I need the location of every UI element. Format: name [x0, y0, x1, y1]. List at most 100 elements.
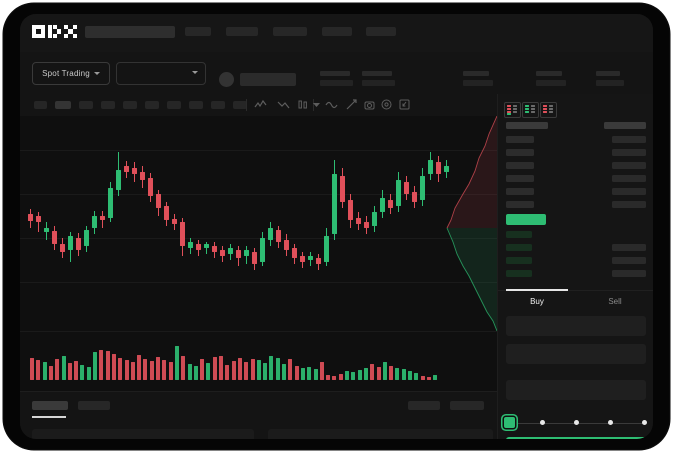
volume-bar-59 — [401, 369, 406, 380]
volume-bar-52 — [357, 370, 362, 380]
bottom-action-1[interactable] — [450, 401, 484, 410]
bid-row-0[interactable] — [506, 231, 532, 238]
orderbook-header-left[interactable] — [506, 122, 548, 129]
wave-icon[interactable] — [325, 98, 338, 111]
ask-row-2[interactable] — [506, 162, 534, 169]
candle-body — [372, 212, 377, 226]
settings-icon[interactable] — [380, 98, 393, 111]
ask-size-4[interactable] — [612, 188, 646, 195]
orderbook-icon-line — [507, 111, 511, 113]
slider-step-2[interactable] — [574, 420, 579, 425]
candle-body — [300, 256, 305, 262]
order-field-0[interactable] — [506, 316, 646, 336]
orderbook-both-icon[interactable] — [504, 102, 521, 118]
tab-sell[interactable]: Sell — [608, 297, 622, 306]
candle-29 — [260, 116, 265, 331]
order-field-2[interactable] — [506, 380, 646, 400]
timeframe-2[interactable] — [79, 101, 93, 109]
bottom-action-0[interactable] — [408, 401, 440, 410]
candle-body — [268, 228, 273, 240]
slider-step-1[interactable] — [540, 420, 545, 425]
bottom-panel — [20, 391, 497, 439]
candlestick-chart[interactable] — [20, 116, 497, 331]
timeframe-8[interactable] — [211, 101, 225, 109]
slider-step-4[interactable] — [642, 420, 647, 425]
candle-51 — [436, 116, 441, 331]
orderbook-last-price[interactable] — [506, 214, 546, 225]
volume-bar-2 — [42, 362, 47, 380]
timeframe-4[interactable] — [123, 101, 137, 109]
bottom-tab-0[interactable] — [32, 401, 68, 410]
nav-item-2[interactable] — [273, 27, 307, 36]
ask-size-3[interactable] — [612, 175, 646, 182]
chevron-down-icon[interactable] — [310, 98, 323, 111]
timeframe-7[interactable] — [189, 101, 203, 109]
ask-size-2[interactable] — [612, 162, 646, 169]
candle-body — [420, 176, 425, 200]
candle-body — [108, 188, 113, 218]
orderbook-header-right[interactable] — [604, 122, 646, 129]
volume-bar-20 — [156, 357, 160, 380]
orderbook-icon-line — [513, 105, 517, 107]
bid-row-2[interactable] — [506, 257, 532, 264]
stat-4 — [596, 71, 624, 86]
volume-bar-10 — [93, 352, 97, 380]
candle-body — [436, 162, 441, 174]
bottom-tab-1[interactable] — [78, 401, 110, 410]
candle-24 — [220, 116, 225, 331]
fullscreen-icon[interactable] — [398, 98, 411, 111]
timeframe-5[interactable] — [145, 101, 159, 109]
tab-buy[interactable]: Buy — [530, 297, 544, 306]
candle-body — [180, 222, 185, 246]
ask-row-3[interactable] — [506, 175, 534, 182]
candle-body — [156, 194, 161, 208]
timeframe-1[interactable] — [55, 101, 71, 109]
ask-size-0[interactable] — [612, 136, 646, 143]
candle-19 — [180, 116, 185, 331]
timeframe-9[interactable] — [233, 101, 247, 109]
ask-row-0[interactable] — [506, 136, 534, 143]
volume-bar-42 — [294, 366, 299, 380]
camera-icon[interactable] — [363, 98, 376, 111]
volume-bar-54 — [370, 364, 375, 380]
orderbook-bids-icon[interactable] — [522, 102, 539, 118]
submit-order-button[interactable] — [506, 437, 646, 439]
slider-step-3[interactable] — [608, 420, 613, 425]
nav-item-0[interactable] — [185, 27, 211, 36]
orderbook-icon-line — [549, 108, 553, 110]
trading-mode-selector[interactable]: Spot Trading — [32, 62, 110, 85]
nav-item-1[interactable] — [226, 27, 258, 36]
ask-row-5[interactable] — [506, 201, 534, 208]
bid-row-3[interactable] — [506, 270, 532, 277]
nav-item-3[interactable] — [322, 27, 352, 36]
ask-size-1[interactable] — [612, 149, 646, 156]
bid-size-2[interactable] — [612, 257, 646, 264]
ask-size-5[interactable] — [612, 201, 646, 208]
volume-bar-44 — [307, 367, 312, 380]
amount-slider-handle[interactable] — [504, 417, 515, 428]
nav-item-4[interactable] — [366, 27, 396, 36]
ask-row-1[interactable] — [506, 149, 534, 156]
orderbook-asks-icon[interactable] — [540, 102, 557, 118]
candle-10 — [108, 116, 113, 331]
volume-bar-21 — [162, 360, 167, 380]
line-chart-icon[interactable] — [254, 98, 267, 111]
trend-down-icon[interactable] — [277, 98, 290, 111]
bid-size-3[interactable] — [612, 270, 646, 277]
ruler-icon[interactable] — [345, 98, 358, 111]
timeframe-6[interactable] — [167, 101, 181, 109]
candle-body — [196, 244, 201, 250]
bottom-card-1 — [268, 429, 493, 439]
global-search-input[interactable] — [85, 26, 175, 38]
candles-icon[interactable] — [296, 98, 309, 111]
volume-bar-5 — [61, 356, 66, 380]
bid-row-1[interactable] — [506, 244, 532, 251]
timeframe-3[interactable] — [101, 101, 115, 109]
order-field-1[interactable] — [506, 344, 646, 364]
logo-block — [32, 25, 45, 29]
okx-logo[interactable] — [32, 25, 77, 38]
bid-size-1[interactable] — [612, 244, 646, 251]
ask-row-4[interactable] — [506, 188, 534, 195]
trading-pair-selector[interactable] — [116, 62, 206, 85]
timeframe-0[interactable] — [34, 101, 47, 109]
